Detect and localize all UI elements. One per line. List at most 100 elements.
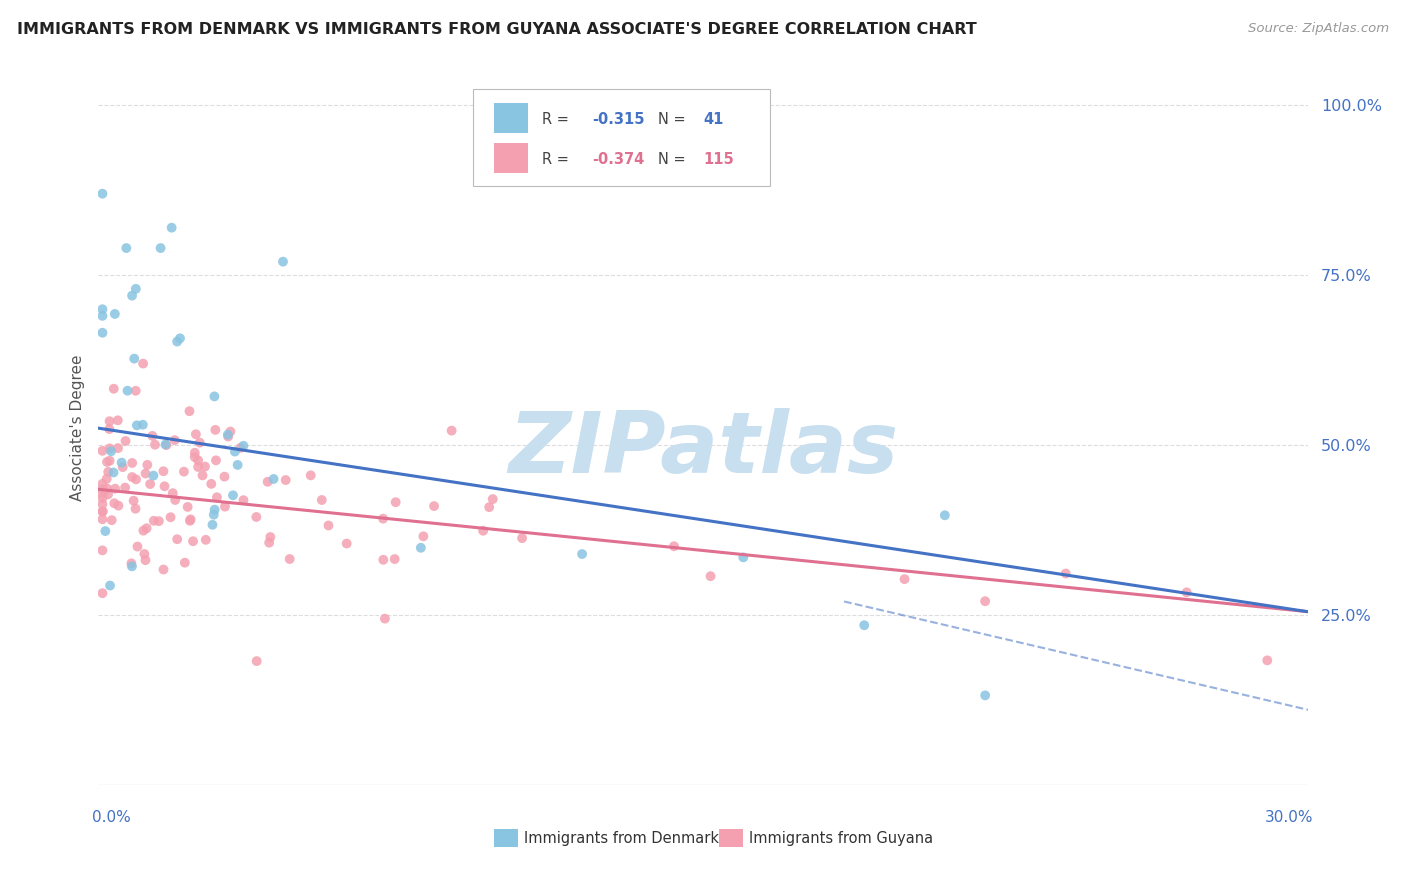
- FancyBboxPatch shape: [494, 103, 527, 134]
- Point: [733, 550, 755, 565]
- Point: [1175, 585, 1198, 599]
- Point: [103, 496, 125, 510]
- Point: [122, 351, 145, 366]
- Point: [187, 460, 209, 475]
- Point: [217, 427, 239, 442]
- Point: [98, 414, 121, 428]
- Point: [121, 288, 143, 302]
- Point: [224, 444, 246, 458]
- Point: [98, 454, 121, 468]
- Point: [107, 499, 129, 513]
- Point: [226, 458, 249, 472]
- Point: [110, 456, 132, 470]
- Point: [132, 357, 155, 371]
- Point: [374, 612, 396, 626]
- Point: [259, 530, 281, 544]
- Point: [974, 689, 997, 703]
- Text: Source: ZipAtlas.com: Source: ZipAtlas.com: [1249, 22, 1389, 36]
- Point: [121, 470, 143, 484]
- Text: 0.0%: 0.0%: [93, 810, 131, 825]
- Point: [91, 309, 114, 323]
- Point: [169, 331, 191, 345]
- Point: [139, 477, 162, 491]
- Point: [246, 654, 269, 668]
- Point: [94, 524, 117, 538]
- Point: [571, 547, 593, 561]
- Point: [173, 556, 195, 570]
- Point: [205, 490, 228, 504]
- Point: [893, 572, 915, 586]
- Point: [125, 472, 148, 486]
- Point: [194, 459, 217, 474]
- Point: [409, 541, 432, 555]
- Point: [107, 441, 129, 455]
- Point: [91, 497, 114, 511]
- Point: [200, 476, 222, 491]
- Point: [160, 220, 183, 235]
- Point: [134, 553, 156, 567]
- Point: [204, 389, 226, 403]
- Point: [217, 429, 239, 443]
- Point: [384, 495, 406, 509]
- Point: [100, 513, 122, 527]
- Text: N =: N =: [658, 152, 690, 167]
- Text: Immigrants from Denmark: Immigrants from Denmark: [524, 831, 718, 846]
- Point: [201, 517, 224, 532]
- Point: [191, 468, 214, 483]
- Text: N =: N =: [658, 112, 690, 127]
- Text: R =: R =: [543, 112, 574, 127]
- Point: [166, 532, 188, 546]
- Point: [96, 482, 118, 496]
- Point: [125, 282, 148, 296]
- Point: [103, 466, 125, 480]
- Point: [232, 439, 254, 453]
- Point: [179, 514, 201, 528]
- Point: [122, 493, 145, 508]
- Point: [91, 476, 114, 491]
- Point: [188, 435, 211, 450]
- Point: [104, 307, 127, 321]
- Point: [148, 514, 170, 528]
- Point: [202, 508, 225, 522]
- Point: [163, 433, 186, 447]
- Point: [152, 464, 174, 478]
- Point: [136, 458, 159, 472]
- Point: [187, 453, 209, 467]
- Point: [166, 334, 188, 349]
- Point: [1256, 653, 1278, 667]
- FancyBboxPatch shape: [494, 144, 527, 173]
- Point: [229, 441, 252, 455]
- Point: [204, 423, 226, 437]
- Text: -0.374: -0.374: [592, 152, 644, 167]
- Point: [384, 552, 406, 566]
- Point: [974, 594, 997, 608]
- Point: [104, 482, 127, 496]
- Point: [91, 504, 114, 518]
- Point: [142, 514, 165, 528]
- FancyBboxPatch shape: [718, 830, 742, 847]
- Point: [91, 586, 114, 600]
- Point: [91, 512, 114, 526]
- Point: [159, 510, 181, 524]
- Text: R =: R =: [543, 152, 574, 167]
- Point: [1054, 566, 1077, 581]
- Point: [472, 524, 495, 538]
- Point: [143, 438, 166, 452]
- Point: [91, 482, 114, 496]
- Point: [141, 429, 163, 443]
- Point: [205, 453, 228, 467]
- Point: [125, 384, 148, 398]
- Point: [176, 500, 198, 514]
- Point: [318, 518, 340, 533]
- Point: [256, 475, 278, 489]
- Point: [98, 422, 121, 436]
- Point: [155, 438, 177, 452]
- Point: [97, 465, 120, 479]
- Point: [155, 437, 177, 451]
- Point: [194, 533, 217, 547]
- Point: [135, 467, 157, 481]
- Point: [204, 502, 226, 516]
- Point: [274, 473, 297, 487]
- Point: [173, 465, 195, 479]
- Point: [853, 618, 876, 632]
